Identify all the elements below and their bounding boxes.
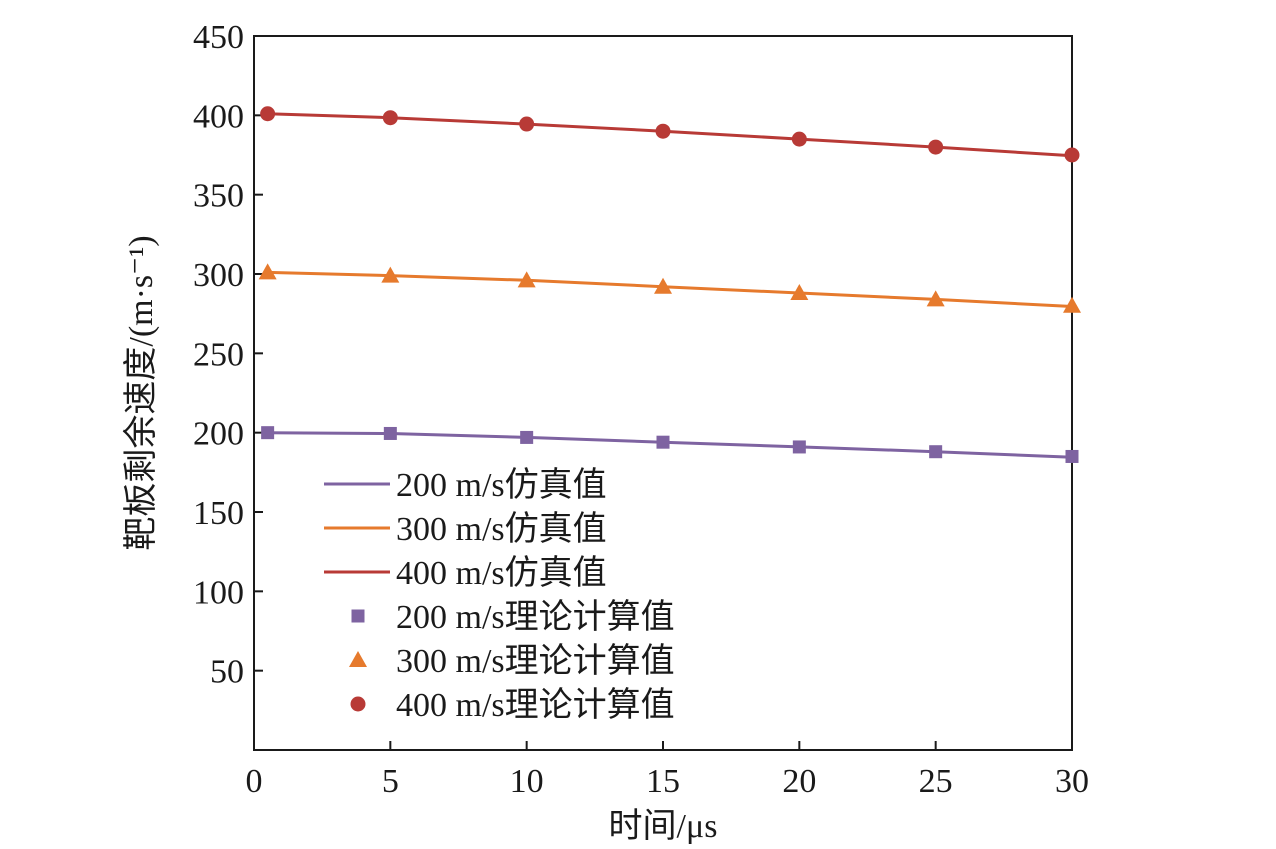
legend-label: 300 m/s理论计算值	[396, 642, 675, 680]
legend-swatch-triangle	[349, 651, 367, 667]
series-layer	[258, 106, 1081, 463]
data-point-square	[261, 426, 275, 440]
x-tick-label: 30	[1055, 763, 1089, 800]
data-point-square	[383, 426, 397, 440]
legend: 200 m/s仿真值 300 m/s仿真值 400 m/s仿真值 200 m/s理论计…	[324, 466, 675, 724]
y-tick-label: 150	[193, 495, 244, 532]
x-tick-label: 25	[919, 763, 953, 800]
series-3	[261, 426, 1079, 463]
y-axis-title: 靶板剩余速度/(m·s⁻¹)	[122, 235, 160, 550]
data-point-triangle	[790, 284, 809, 301]
data-point-circle	[791, 131, 807, 147]
series-4	[258, 263, 1081, 313]
series-5	[260, 106, 1080, 163]
x-tick-label: 5	[382, 763, 399, 800]
data-point-triangle	[381, 266, 400, 283]
data-point-square	[656, 435, 670, 449]
y-tick-label: 50	[210, 654, 244, 691]
x-axis: 0 5 10 15 20 25 30	[246, 741, 1089, 800]
data-point-circle	[260, 106, 276, 122]
data-point-circle	[519, 116, 535, 132]
y-tick-label: 400	[193, 98, 244, 135]
x-tick-label: 15	[646, 763, 680, 800]
data-point-triangle	[926, 290, 945, 307]
data-point-circle	[928, 139, 944, 155]
data-point-triangle	[654, 277, 672, 294]
x-axis-title: 时间/μs	[609, 808, 718, 845]
x-tick-label: 20	[782, 763, 816, 800]
data-point-circle	[382, 110, 398, 126]
y-tick-label: 450	[193, 19, 244, 56]
data-point-triangle	[517, 271, 536, 288]
legend-item: 200 m/s仿真值	[324, 466, 607, 504]
y-tick-label: 350	[193, 178, 244, 215]
data-point-square	[520, 430, 534, 444]
legend-swatch-square	[351, 609, 365, 623]
data-point-square	[1065, 449, 1079, 463]
x-tick-label: 10	[510, 763, 544, 800]
data-point-circle	[655, 123, 671, 139]
data-point-circle	[1064, 147, 1080, 163]
legend-item: 300 m/s仿真值	[324, 510, 607, 548]
data-point-triangle	[1063, 296, 1081, 313]
legend-item: 200 m/s理论计算值	[351, 598, 675, 636]
x-tick-label: 0	[246, 763, 263, 800]
data-point-triangle	[258, 263, 277, 280]
legend-item: 400 m/s仿真值	[324, 554, 607, 592]
y-tick-label: 200	[193, 416, 244, 453]
legend-label: 200 m/s理论计算值	[396, 598, 675, 636]
legend-label: 400 m/s理论计算值	[396, 686, 675, 724]
y-tick-label: 100	[193, 574, 244, 611]
legend-label: 400 m/s仿真值	[396, 554, 607, 592]
legend-label: 300 m/s仿真值	[396, 510, 607, 548]
data-point-square	[929, 445, 943, 459]
y-axis: 50 100 150 200 250 300 350 400 450	[193, 19, 263, 691]
legend-label: 200 m/s仿真值	[396, 466, 607, 504]
y-tick-label: 250	[193, 336, 244, 373]
legend-item: 400 m/s理论计算值	[350, 686, 675, 724]
y-tick-label: 300	[193, 257, 244, 294]
data-point-square	[792, 440, 806, 454]
legend-item: 300 m/s理论计算值	[349, 642, 675, 680]
legend-swatch-circle	[350, 696, 366, 712]
